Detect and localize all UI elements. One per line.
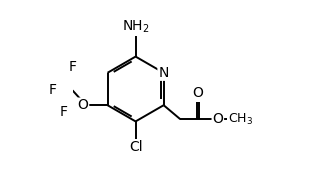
Text: N: N — [158, 66, 169, 80]
Text: F: F — [49, 83, 57, 97]
Text: F: F — [69, 60, 77, 74]
Text: CH$_3$: CH$_3$ — [228, 112, 253, 127]
Text: F: F — [60, 104, 68, 119]
Text: O: O — [213, 112, 223, 126]
Text: O: O — [193, 86, 203, 100]
Text: NH$_2$: NH$_2$ — [122, 19, 149, 35]
Text: O: O — [78, 98, 89, 112]
Text: Cl: Cl — [129, 140, 142, 154]
